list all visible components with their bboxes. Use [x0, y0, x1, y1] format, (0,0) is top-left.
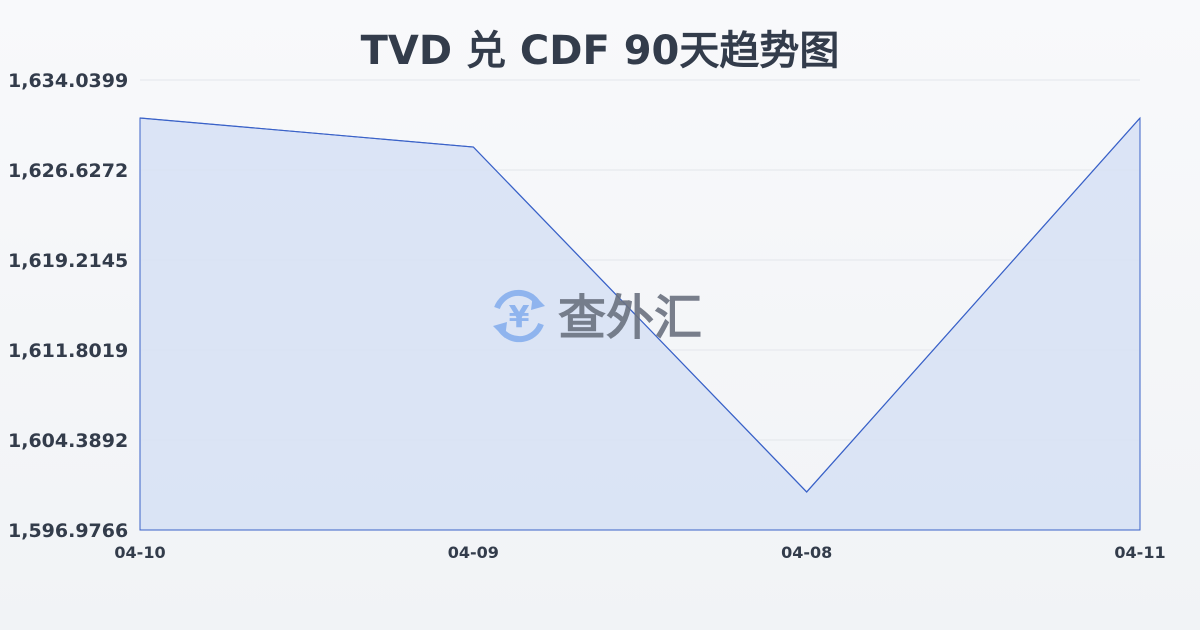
x-tick-label: 04-08: [781, 543, 832, 562]
y-tick-label: 1,611.8019: [8, 340, 128, 362]
x-tick-label: 04-11: [1114, 543, 1165, 562]
x-tick-label: 04-09: [448, 543, 499, 562]
series-line: [139, 117, 1141, 493]
data-point: [139, 117, 141, 119]
chart-title: TVD 兑 CDF 90天趋势图: [360, 28, 840, 74]
y-tick-label: 1,604.3892: [8, 430, 128, 452]
watermark-text: 查外汇: [558, 290, 702, 346]
yen-exchange-icon: ¥: [493, 289, 545, 343]
y-tick-label: 1,634.0399: [8, 70, 128, 92]
watermark: ¥ 查外汇: [493, 289, 702, 346]
x-tick-label: 04-10: [114, 543, 165, 562]
svg-text:¥: ¥: [509, 300, 530, 335]
data-point: [1139, 117, 1141, 119]
data-point: [472, 146, 474, 148]
y-tick-label: 1,619.2145: [8, 250, 128, 272]
y-tick-label: 1,596.9766: [8, 520, 128, 542]
y-tick-label: 1,626.6272: [8, 160, 128, 182]
data-point: [806, 491, 808, 493]
